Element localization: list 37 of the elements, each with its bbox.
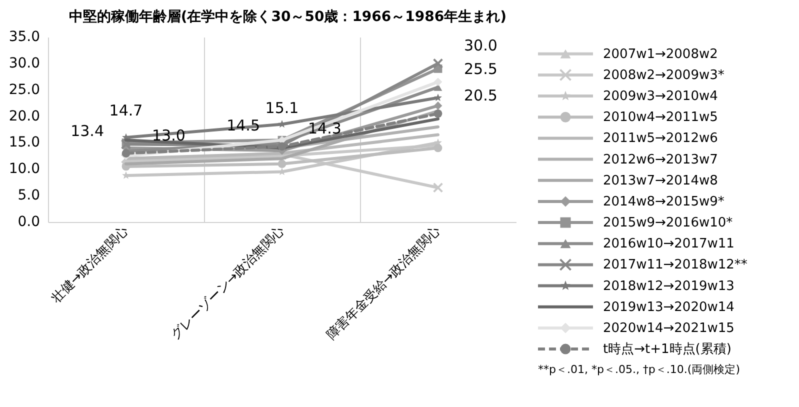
legend-label: 2009w3→2010w4 [603,89,718,104]
data-label: 30.0 [464,36,498,54]
legend-label: 2017w11→2018w12** [603,258,748,273]
y-tick-label: 0.0 [18,214,40,230]
data-label: 25.5 [464,60,498,78]
legend-label: 2011w5→2012w6 [603,131,718,146]
y-tick-label: 10.0 [8,161,40,178]
y-tick-label: 5.0 [18,188,40,204]
x-tick-label: 壮健→政治無関心 [48,222,132,307]
y-tick-label: 15.0 [8,134,40,151]
data-label: 14.5 [226,116,260,134]
legend-label: 2018w12→2019w13 [603,278,734,294]
legend-label: 2015w9→2016w10* [603,216,734,231]
x-tick-label: 障害年金受給→政治無関心 [324,222,444,343]
legend-label: 2019w13→2020w14 [603,300,734,315]
y-tick-label: 20.0 [8,108,40,124]
data-label: 13.0 [152,126,186,144]
legend-label: 2010w4→2011w5 [603,110,718,126]
text: **p＜.01, *p＜.05., †p＜.10.(両側検定) [538,363,740,376]
data-label: 15.1 [265,99,299,118]
legend-label: 2020w14→2021w15 [603,320,734,336]
legend-label: 2008w2→2009w3* [603,68,725,83]
data-label: 13.4 [70,122,104,140]
chart-title: 中堅的稼働年齢層(在学中を除く30～50歳：1966～1986年生まれ) [68,8,507,25]
legend-label: 2007w1→2008w2 [603,46,718,62]
legend-label: 2014w8→2015w9* [603,194,725,210]
data-label: 20.5 [464,86,498,105]
data-label: 14.7 [109,101,143,120]
data-label: 14.3 [308,119,342,138]
y-tick-label: 35.0 [8,29,40,45]
legend-label: t時点→t+1時点(累積) [603,342,732,358]
legend-label: 2016w10→2017w11 [603,236,734,252]
legend-label: 2013w7→2014w8 [603,173,718,188]
y-tick-label: 30.0 [8,55,40,72]
legend-label: 2012w6→2013w7 [603,152,718,168]
x-tick-label: グレーゾーン→政治無関心 [168,222,288,343]
y-tick-label: 25.0 [8,82,40,98]
